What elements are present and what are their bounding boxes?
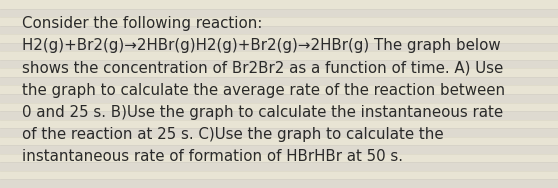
Text: of the reaction at 25 s. C)Use the graph to calculate the: of the reaction at 25 s. C)Use the graph… [22, 127, 444, 142]
Text: H2(g)+Br2(g)→2HBr(g)H2(g)+Br2(g)→2HBr(g) The graph below: H2(g)+Br2(g)→2HBr(g)H2(g)+Br2(g)→2HBr(g)… [22, 38, 501, 53]
Bar [0, 145, 558, 154]
Bar [0, 86, 558, 94]
Text: the graph to calculate the average rate of the reaction between: the graph to calculate the average rate … [22, 83, 505, 98]
Text: instantaneous rate of formation of HBrHBr at 50 s.: instantaneous rate of formation of HBrHB… [22, 149, 403, 164]
Bar [0, 68, 558, 77]
Text: 0 and 25 s. B)Use the graph to calculate the instantaneous rate: 0 and 25 s. B)Use the graph to calculate… [22, 105, 503, 120]
Bar [0, 60, 558, 68]
Text: Consider the following reaction:: Consider the following reaction: [22, 16, 262, 31]
Bar [0, 162, 558, 171]
Bar [0, 77, 558, 86]
Bar [0, 34, 558, 43]
Bar [0, 8, 558, 17]
Bar [0, 180, 558, 188]
Bar [0, 94, 558, 102]
Bar [0, 102, 558, 111]
Bar [0, 154, 558, 162]
Bar [0, 43, 558, 51]
Text: shows the concentration of Br2Br2 as a function of time. A) Use: shows the concentration of Br2Br2 as a f… [22, 60, 503, 75]
Bar [0, 137, 558, 145]
Bar [0, 111, 558, 120]
Bar [0, 171, 558, 180]
Bar [0, 128, 558, 137]
Bar [0, 0, 558, 8]
Bar [0, 26, 558, 34]
Bar [0, 120, 558, 128]
Bar [0, 17, 558, 26]
Bar [0, 51, 558, 60]
